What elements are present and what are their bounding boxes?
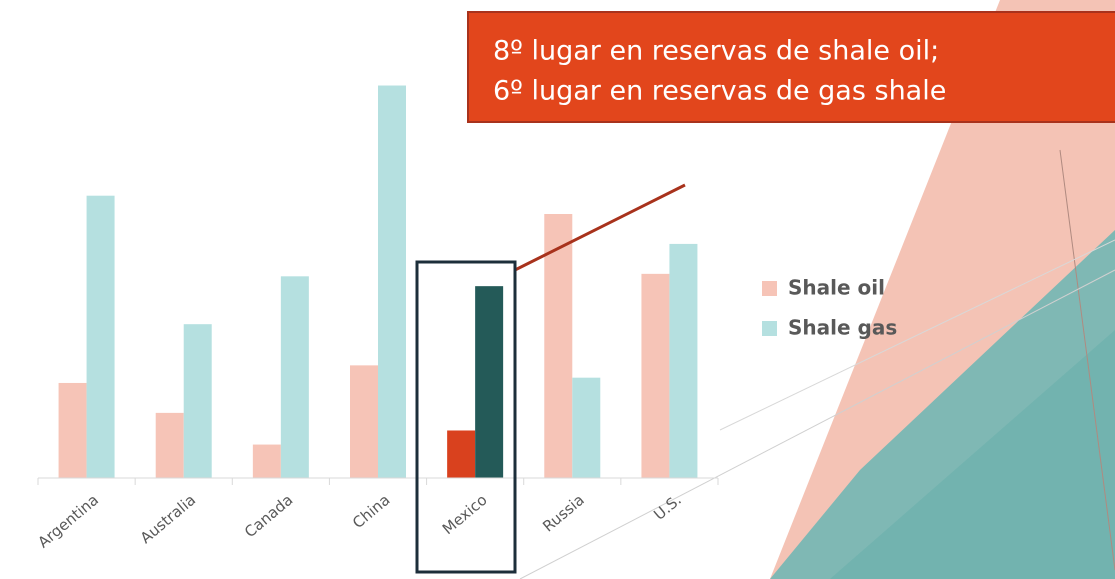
x-tick-label: China xyxy=(349,491,393,532)
x-tick-label: Mexico xyxy=(439,491,491,538)
x-tick-label: Argentina xyxy=(34,491,102,552)
bar xyxy=(155,412,184,478)
x-tick-label: Canada xyxy=(241,491,296,541)
background-decoration xyxy=(519,0,1115,579)
bar xyxy=(572,377,601,478)
bar xyxy=(86,195,115,479)
bar xyxy=(58,382,87,478)
bar xyxy=(350,365,378,478)
legend-swatch xyxy=(762,281,777,296)
bar xyxy=(641,273,670,478)
legend-label: Shale gas xyxy=(788,316,897,340)
bar xyxy=(280,276,309,478)
bar xyxy=(669,243,698,478)
annotation-box xyxy=(467,11,1115,123)
bar xyxy=(447,430,476,478)
legend-label: Shale oil xyxy=(788,276,885,300)
x-tick-label: Russia xyxy=(539,491,588,536)
annotation: 8º lugar en reservas de shale oil; xyxy=(493,36,939,67)
x-tick-label: Australia xyxy=(137,491,199,547)
connector xyxy=(514,183,686,272)
legend-swatch xyxy=(762,321,777,336)
annotation: 6º lugar en reservas de gas shale xyxy=(493,76,946,107)
bar xyxy=(475,286,504,478)
bar xyxy=(378,85,406,479)
bar xyxy=(183,324,212,478)
bar xyxy=(252,444,281,478)
bar xyxy=(544,214,573,478)
highlight-box xyxy=(415,260,517,574)
